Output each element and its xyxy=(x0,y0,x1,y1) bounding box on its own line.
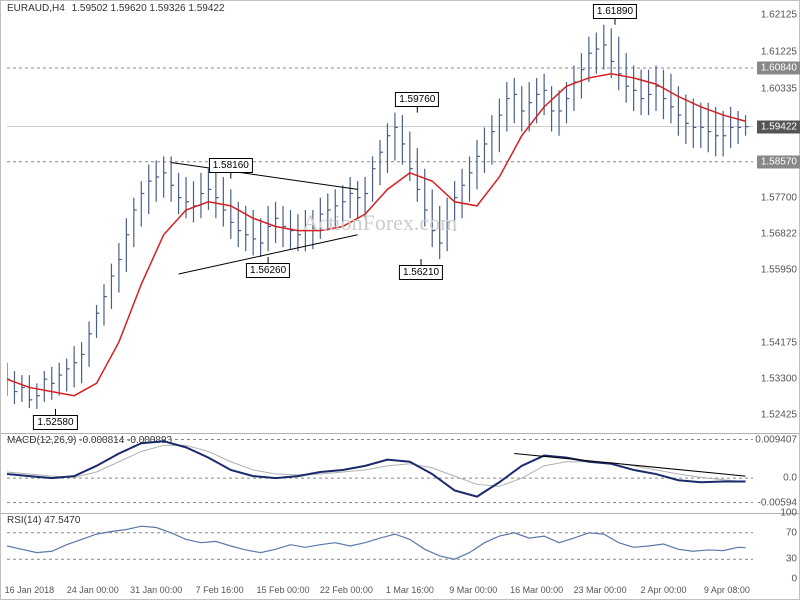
macd-panel: MACD(12,26,9) -0.000814 -0.000893 0.0094… xyxy=(1,433,800,511)
price-y-axis: 1.621251.612251.603351.594221.585701.577… xyxy=(753,15,800,431)
chart-title: EURAUD,H4 1.59502 1.59620 1.59326 1.5942… xyxy=(7,3,225,14)
macd-plot[interactable] xyxy=(7,433,753,511)
rsi-y-axis: 10070300 xyxy=(753,513,800,579)
symbol-label: EURAUD,H4 xyxy=(7,3,65,14)
rsi-svg xyxy=(7,513,753,579)
macd-y-axis: 0.0094070.0-0.00594 xyxy=(753,433,800,511)
forex-chart: EURAUD,H4 1.59502 1.59620 1.59326 1.5942… xyxy=(0,0,800,600)
price-panel: ActionForex.com 1.618901.597601.581601.5… xyxy=(1,15,800,431)
macd-svg xyxy=(7,433,753,511)
ohlc-label: 1.59502 1.59620 1.59326 1.59422 xyxy=(72,3,225,14)
price-plot[interactable]: ActionForex.com 1.618901.597601.581601.5… xyxy=(7,15,753,431)
x-axis: 16 Jan 201824 Jan 00:0031 Jan 00:007 Feb… xyxy=(1,579,751,599)
rsi-plot[interactable] xyxy=(7,513,753,579)
rsi-panel: RSI(14) 47.5470 10070300 xyxy=(1,513,800,579)
price-svg xyxy=(7,15,753,431)
